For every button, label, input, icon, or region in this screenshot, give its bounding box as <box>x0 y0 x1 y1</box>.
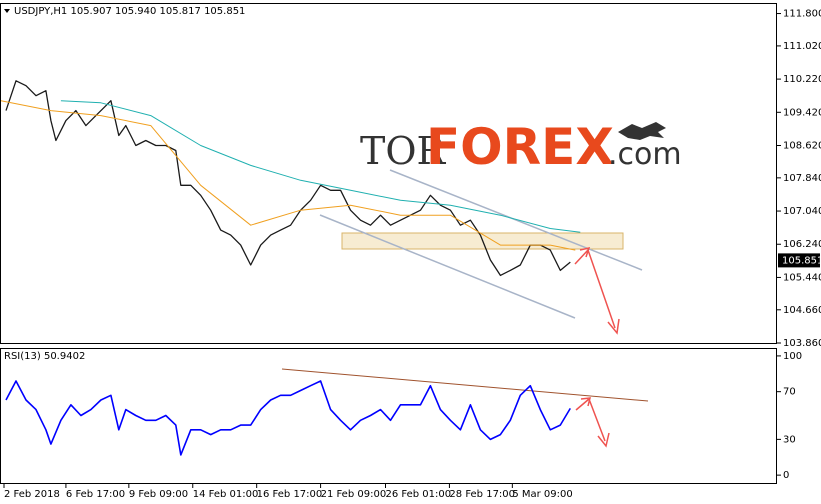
y-tick-label: 107.040 <box>783 206 821 217</box>
y-tick-label: 110.220 <box>783 74 821 85</box>
channel-upper <box>389 169 643 271</box>
rsi-title: RSI(13) 50.9402 <box>4 351 85 362</box>
y-tick-label: 106.240 <box>783 239 821 250</box>
series-line <box>5 80 571 277</box>
watermark-com: .com <box>608 137 682 172</box>
y-tick-label: 111.800 <box>783 9 821 20</box>
watermark: TOR FOREX .com <box>360 118 682 176</box>
y-tick-label: 109.420 <box>783 107 821 118</box>
x-tick-label: 5 Mar 09:00 <box>512 489 572 500</box>
symbol-menu-icon[interactable] <box>4 9 10 13</box>
x-tick-label: 16 Feb 17:00 <box>257 489 323 500</box>
series-line <box>60 100 581 233</box>
watermark-forex: FOREX <box>426 118 614 176</box>
rsi-forecast-arrow <box>575 397 610 448</box>
y-tick-label: 105.440 <box>783 272 821 283</box>
last-price-box <box>778 253 820 268</box>
y-tick-label: 108.620 <box>783 140 821 151</box>
y-tick-label: 107.840 <box>783 173 821 184</box>
y-tick-label: 30 <box>783 434 796 445</box>
series-line <box>0 100 576 251</box>
y-tick-label: 103.860 <box>783 338 821 349</box>
y-tick-label: 0 <box>783 470 789 481</box>
series-line <box>5 380 571 456</box>
x-tick-label: 26 Feb 01:00 <box>386 489 452 500</box>
last-price-label: 105.851 <box>782 255 821 266</box>
y-tick-label: 100 <box>783 351 802 362</box>
y-tick-label: 70 <box>783 387 796 398</box>
rsi-panel-frame <box>0 348 777 484</box>
watermark-tor: TOR <box>360 129 446 173</box>
x-tick-label: 21 Feb 09:00 <box>321 489 387 500</box>
chart-title: USDJPY,H1 105.907 105.940 105.817 105.85… <box>14 6 245 17</box>
x-tick-label: 14 Feb 01:00 <box>193 489 259 500</box>
y-tick-label: 111.020 <box>783 41 821 52</box>
main-panel-frame <box>0 3 777 344</box>
rsi-trendline <box>281 368 649 402</box>
x-tick-label: 2 Feb 2018 <box>4 489 60 500</box>
x-tick-label: 9 Feb 09:00 <box>129 489 188 500</box>
x-tick-label: 6 Feb 17:00 <box>66 489 125 500</box>
channel-lower <box>319 214 576 319</box>
x-tick-label: 28 Feb 17:00 <box>449 489 515 500</box>
bull-icon <box>618 122 666 140</box>
y-tick-label: 104.660 <box>783 305 821 316</box>
forecast-arrow <box>574 246 620 335</box>
